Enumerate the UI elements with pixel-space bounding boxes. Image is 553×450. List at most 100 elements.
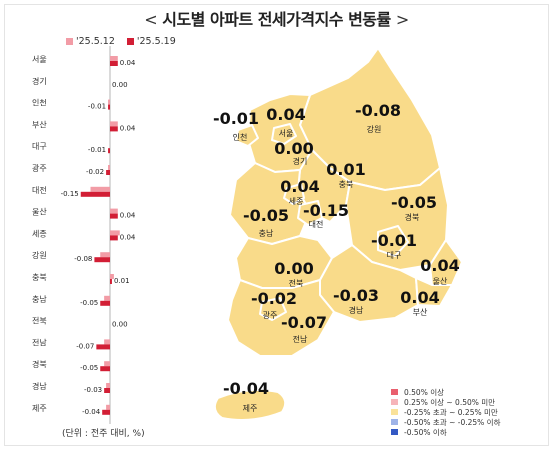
map-value-label: 0.04 (266, 105, 305, 124)
map-region-gwangju (259, 297, 287, 321)
data-label: -0.03 (84, 386, 102, 394)
category-label: 울산 (32, 207, 47, 217)
map-region-name: 대전 (309, 219, 324, 229)
bar-prev-week (90, 186, 110, 192)
bar-this-week (110, 126, 118, 132)
map-region-daegu (377, 225, 409, 257)
legend-swatch-this-week (126, 38, 134, 45)
category-label: 대전 (32, 185, 47, 195)
map-legend-item: -0.25% 초과 ~ 0.25% 미만 (391, 407, 500, 417)
map-region-name: 인천 (233, 132, 248, 142)
category-label: 인천 (32, 98, 47, 108)
bar-this-week (108, 104, 110, 110)
bar-this-week (100, 300, 110, 306)
data-label: 0.00 (112, 321, 128, 329)
map-value-label: -0.04 (223, 379, 269, 398)
map-value-label: 0.04 (420, 256, 459, 275)
map-region-name: 전남 (293, 334, 308, 344)
map-region-busan (415, 277, 453, 307)
legend-item-prev-week: '25.5.12 (66, 36, 115, 47)
map-value-label: -0.15 (303, 201, 349, 220)
title-text: 시도별 아파트 전세가격지수 변동률 (162, 10, 391, 29)
map-region-name: 부산 (413, 307, 428, 317)
map-region-incheon (235, 124, 259, 147)
category-label: 전남 (32, 337, 47, 347)
map-legend-item: 0.25% 이상 ~ 0.50% 미만 (391, 397, 500, 407)
data-label: -0.04 (82, 408, 101, 416)
bar-prev-week (110, 56, 118, 61)
map-value-label: -0.01 (371, 231, 417, 250)
bar-prev-week (106, 404, 110, 410)
map-region-name: 울산 (433, 276, 448, 286)
map-region-jeonnam (227, 279, 335, 357)
bar-this-week (110, 235, 118, 241)
bar-prev-week (104, 361, 110, 367)
map-region-name: 충북 (339, 180, 354, 189)
data-label: -0.02 (86, 168, 104, 176)
bar-this-week (96, 344, 110, 350)
category-label: 대구 (32, 142, 47, 151)
map-value-label: 0.00 (274, 139, 313, 158)
category-label: 충북 (32, 273, 47, 282)
map-region-name: 서울 (279, 129, 294, 138)
category-label: 세종 (32, 229, 47, 238)
map-region-name: 충남 (259, 229, 274, 238)
bar-this-week (100, 366, 110, 372)
data-label: 0.04 (120, 212, 136, 220)
data-label: 0.04 (120, 59, 136, 67)
map-region-seoul (271, 123, 297, 145)
category-label: 강원 (32, 250, 47, 260)
map-region-name: 경남 (349, 305, 364, 315)
bar-this-week (106, 170, 110, 175)
map-region-jeju (213, 389, 287, 421)
bar-this-week (102, 409, 110, 415)
map-value-label: -0.01 (213, 109, 259, 128)
map-legend-label: 0.25% 이상 ~ 0.50% 미만 (404, 397, 496, 407)
map-region-ulsan (429, 239, 463, 286)
data-label: 0.00 (112, 81, 128, 89)
chart-frame (4, 4, 549, 446)
legend-item-this-week: '25.5.19 (126, 36, 176, 47)
map-value-label: -0.03 (333, 286, 379, 305)
map-region-sejong (283, 183, 305, 205)
bar-this-week (80, 191, 110, 197)
category-label: 충남 (32, 295, 47, 304)
map-color-legend: 0.50% 이상 0.25% 이상 ~ 0.50% 미만 -0.25% 초과 ~ 0… (391, 387, 500, 437)
map-legend-item: -0.50% 초과 ~ -0.25% 이하 (391, 417, 500, 427)
category-label: 경기 (32, 76, 47, 86)
data-label: -0.01 (88, 103, 106, 111)
map-region-name: 경기 (293, 156, 308, 166)
chevron-right-icon: > (395, 10, 409, 29)
unit-note: (단위 : 전주 대비, %) (62, 429, 145, 439)
bar-prev-week (110, 121, 118, 127)
category-label: 제주 (32, 404, 47, 413)
data-label: -0.08 (74, 255, 92, 263)
bar-this-week (110, 213, 118, 219)
map-value-label: 0.04 (400, 288, 439, 307)
category-label: 경남 (32, 381, 47, 391)
map-value-label: 0.04 (280, 177, 319, 196)
chevron-left-icon: < (144, 10, 158, 29)
data-label: -0.05 (80, 364, 98, 372)
bar-prev-week (110, 274, 114, 279)
bar-this-week (104, 388, 110, 393)
bar-chart: 서울 0.04 경기 0.00 인천 -0.01 부산 0.04 대구 -0.01 광주 -0.02 대… (32, 46, 136, 424)
map-region-name: 제주 (243, 404, 258, 413)
category-label: 부산 (32, 119, 47, 129)
legend-swatch-prev-week (66, 38, 73, 45)
data-label: -0.05 (80, 299, 98, 307)
map-region-name: 전북 (289, 278, 304, 288)
data-label: -0.15 (61, 190, 79, 198)
bar-this-week (108, 148, 110, 154)
map-value-label: -0.08 (355, 101, 401, 120)
map-region-name: 강원 (367, 124, 382, 134)
bar-prev-week (108, 165, 110, 170)
map-value-label: 0.00 (274, 259, 313, 278)
map-legend-label: -0.50% 초과 ~ -0.25% 이하 (404, 417, 501, 427)
bar-prev-week (106, 383, 110, 388)
map-legend-swatch (391, 429, 398, 435)
category-label: 광주 (32, 163, 47, 173)
map-region-daejeon (297, 200, 323, 226)
map-legend-swatch (391, 389, 398, 395)
